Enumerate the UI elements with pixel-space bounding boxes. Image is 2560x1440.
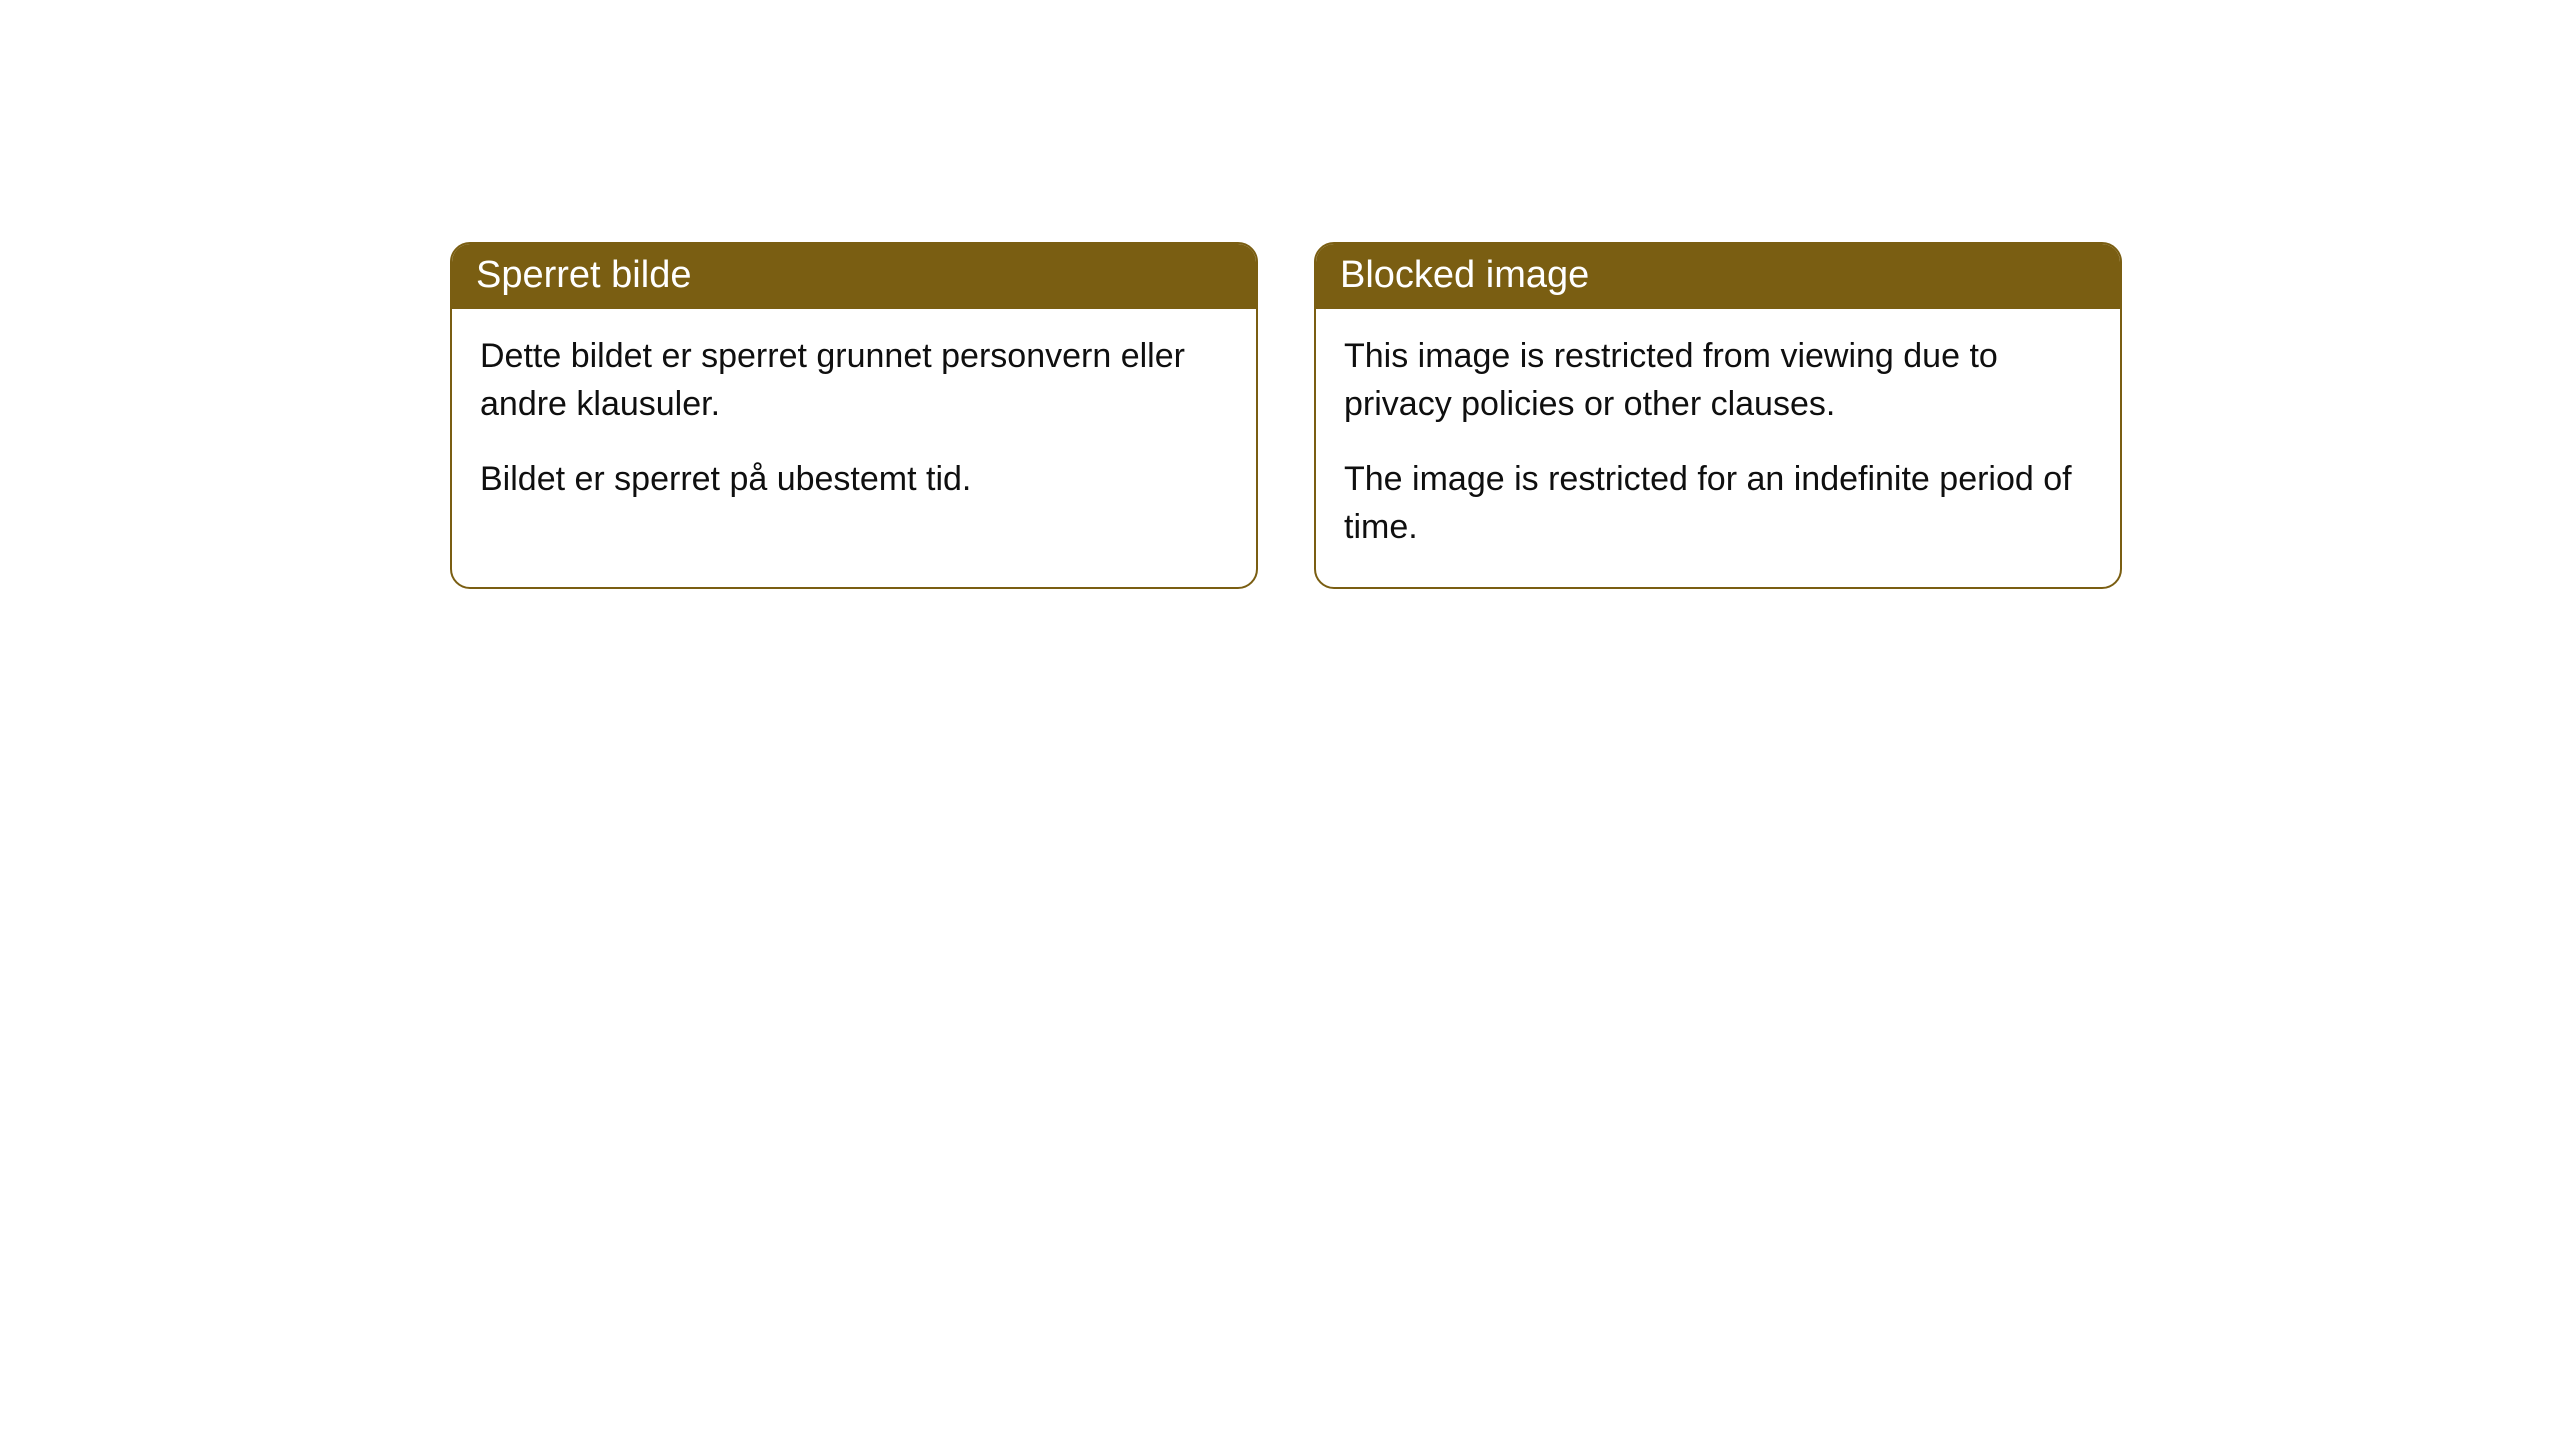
card-paragraph: The image is restricted for an indefinit… [1344, 456, 2092, 551]
card-header: Blocked image [1316, 244, 2120, 309]
card-body: This image is restricted from viewing du… [1316, 309, 2120, 587]
card-paragraph: Bildet er sperret på ubestemt tid. [480, 456, 1228, 504]
card-paragraph: This image is restricted from viewing du… [1344, 333, 2092, 428]
card-paragraph: Dette bildet er sperret grunnet personve… [480, 333, 1228, 428]
card-header: Sperret bilde [452, 244, 1256, 309]
card-body: Dette bildet er sperret grunnet personve… [452, 309, 1256, 540]
blocked-image-card-english: Blocked image This image is restricted f… [1314, 242, 2122, 589]
cards-container: Sperret bilde Dette bildet er sperret gr… [450, 242, 2122, 589]
blocked-image-card-norwegian: Sperret bilde Dette bildet er sperret gr… [450, 242, 1258, 589]
